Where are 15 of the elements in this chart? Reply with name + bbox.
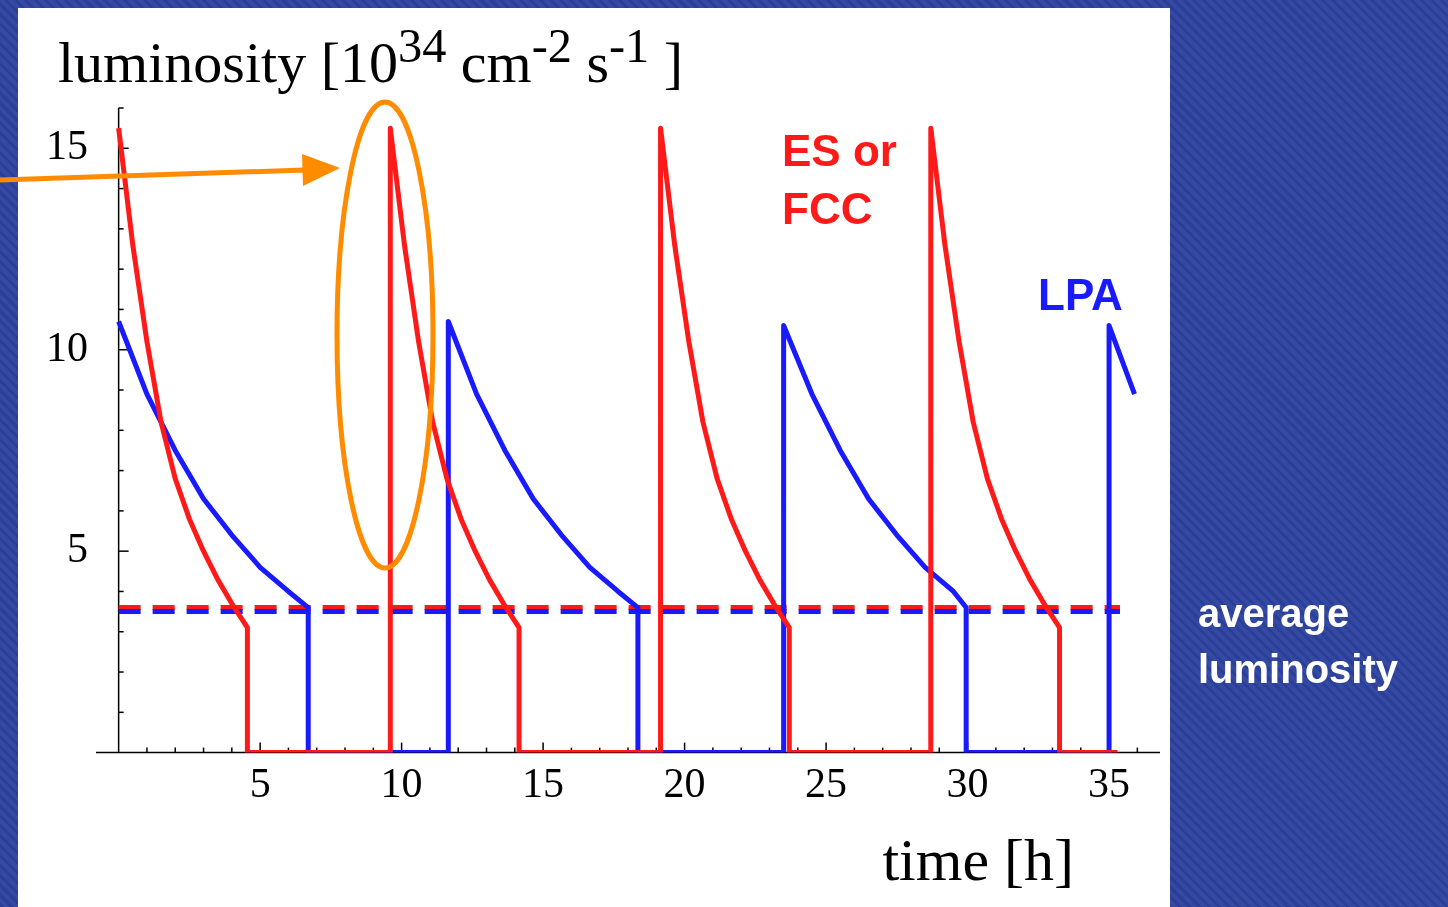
x-axis-title: time [h] xyxy=(882,826,1074,895)
x-tick-label: 15 xyxy=(522,759,565,806)
y-tick-label: 10 xyxy=(46,323,88,370)
y-tick-label: 15 xyxy=(46,122,88,169)
series-label: ES or FCC xyxy=(782,125,898,235)
y-tick-label: 5 xyxy=(67,525,88,572)
x-tick-label: 10 xyxy=(380,759,423,806)
x-tick-label: 5 xyxy=(249,759,271,806)
x-tick-label: 25 xyxy=(805,759,848,806)
series-label: LPA xyxy=(1038,269,1124,321)
x-tick-label: 30 xyxy=(946,759,989,806)
y-axis-title: luminosity [10$^{34}$ cm$^{-2}$ s$^{-1}$ ] xyxy=(58,18,684,97)
x-tick-label: 20 xyxy=(663,759,706,806)
x-tick-label: 35 xyxy=(1088,759,1131,806)
text: average luminosity xyxy=(1198,590,1400,693)
